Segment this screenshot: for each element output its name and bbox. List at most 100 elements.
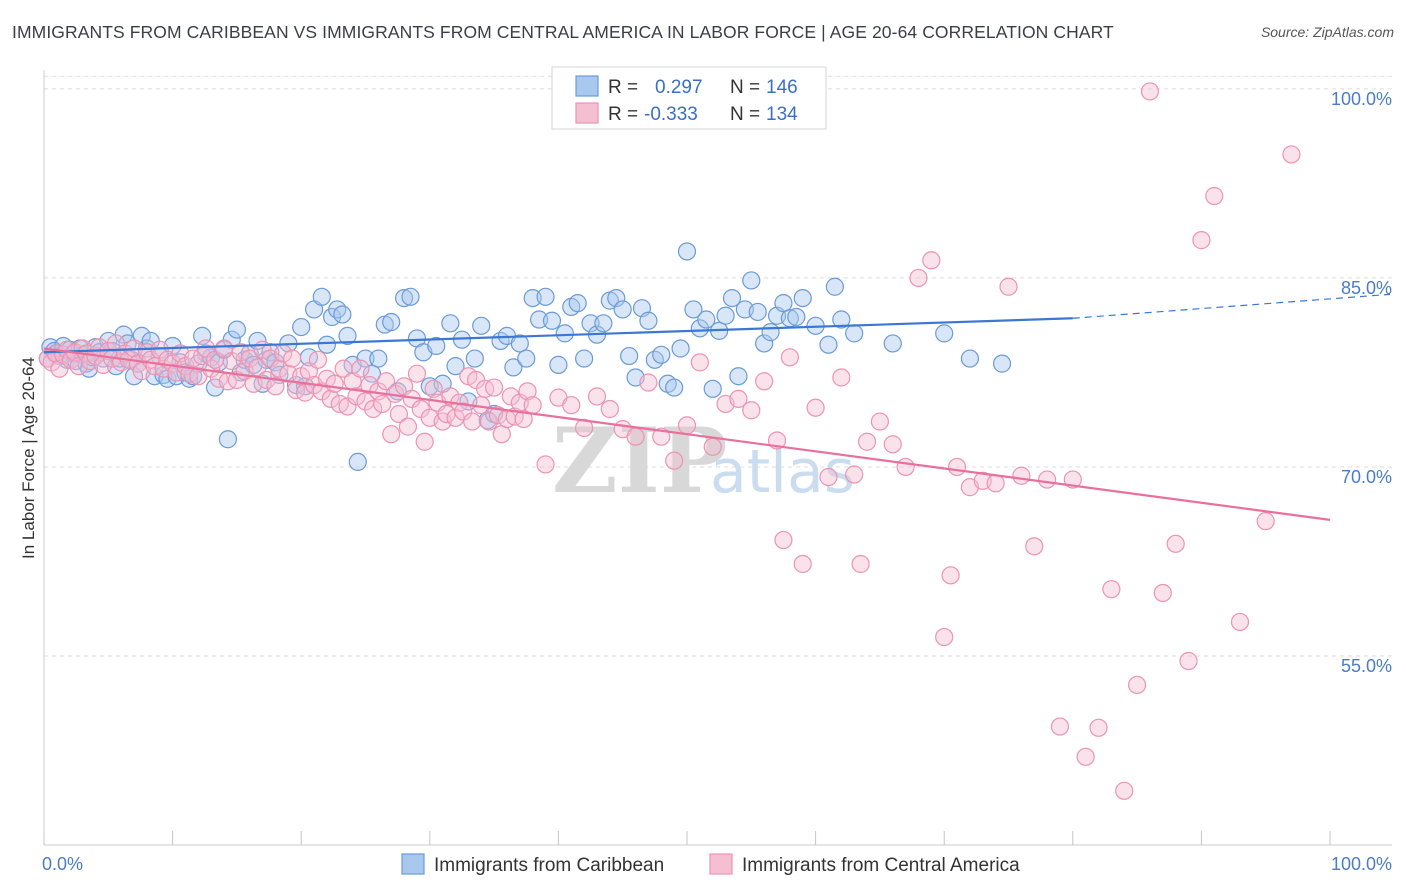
data-point [1115,781,1134,800]
data-point [504,358,523,377]
data-point [986,474,1005,493]
data-point [1089,718,1108,737]
data-point [793,288,812,308]
data-point [742,401,761,420]
data-point [716,306,735,325]
data-point [283,349,302,368]
data-point [787,307,806,327]
data-point [1037,470,1057,489]
data-point [639,311,658,330]
data-point [369,349,388,368]
data-point [536,455,555,474]
data-point [394,288,414,308]
data-point [514,409,533,429]
data-point [1166,534,1185,553]
legend-r-value-1: 0.297 [655,77,703,98]
data-point [935,324,954,343]
legend-n-value-2: 134 [766,104,798,125]
data-point [463,412,482,431]
axes [43,70,1392,846]
data-point [517,349,536,368]
data-point [690,353,709,372]
data-point [684,300,703,319]
data-point [665,378,684,397]
data-point [575,349,594,368]
data-point [351,359,370,378]
legend-n-label-2: N = [730,104,760,125]
data-point [1063,470,1082,489]
data-point [362,364,382,383]
data-point [347,387,366,406]
data-point [424,379,443,398]
watermark: ZIP atlas [552,408,855,514]
bottom-legend-swatch-blue [401,853,425,875]
data-point [382,425,401,444]
data-point [218,430,237,449]
data-point [793,554,812,574]
data-point [729,367,748,386]
data-point [581,314,600,333]
data-point [935,627,954,647]
data-point [909,268,928,288]
data-point [947,457,967,477]
data-point [308,350,328,369]
y-tick-labels: 55.0% 70.0% 85.0% 100.0% [1331,89,1392,676]
data-point [542,311,562,330]
data-point [454,402,473,421]
data-point [1179,651,1198,671]
data-point [729,389,748,409]
data-point [536,287,555,306]
data-point [1012,466,1031,485]
data-point [382,312,401,332]
chart-title: IMMIGRANTS FROM CARIBBEAN VS IMMIGRANTS … [12,22,1114,42]
data-point [407,364,427,383]
data-point [373,394,392,414]
data-point [523,288,542,308]
data-point [652,427,671,446]
data-point [227,320,246,339]
data-point [530,310,549,329]
data-point [613,300,632,319]
data-point [600,399,619,419]
data-point [333,305,352,324]
data-point [587,387,607,406]
data-point [1205,186,1224,206]
bottom-legend-swatch-pink [709,853,733,875]
y-tick-label: 70.0% [1341,467,1392,487]
data-point [761,323,780,342]
data-point [549,355,568,374]
data-point [106,334,126,353]
series-legend: Immigrants from Caribbean Immigrants fro… [401,853,1020,876]
data-point [620,346,639,366]
data-point [652,345,671,364]
data-point [479,412,499,431]
data-point [941,566,960,585]
data-point [501,387,520,406]
data-point [832,368,851,387]
data-point [703,379,722,398]
legend-swatch-blue [575,75,599,97]
data-point [1256,512,1275,531]
data-point [472,316,491,335]
data-point [1127,675,1147,695]
data-point [748,302,767,322]
data-point [806,398,825,417]
data-point [317,335,337,354]
data-point [325,374,344,393]
x-tick-label: 0.0% [42,854,83,874]
data-point [819,467,838,487]
x-tick-label: 100.0% [1331,854,1392,874]
data-point [441,387,460,406]
data-point [568,294,587,313]
correlation-legend: R = 0.297 N = 146 R = -0.333 N = 134 [551,66,827,130]
data-point [722,288,742,308]
data-point [780,348,799,367]
data-point [376,372,396,391]
data-point [167,363,186,382]
data-point [312,287,331,306]
data-point [523,396,542,415]
data-point [703,437,722,456]
data-point [639,373,658,392]
bottom-legend-label-caribbean: Immigrants from Caribbean [434,855,664,876]
data-point [555,324,574,343]
